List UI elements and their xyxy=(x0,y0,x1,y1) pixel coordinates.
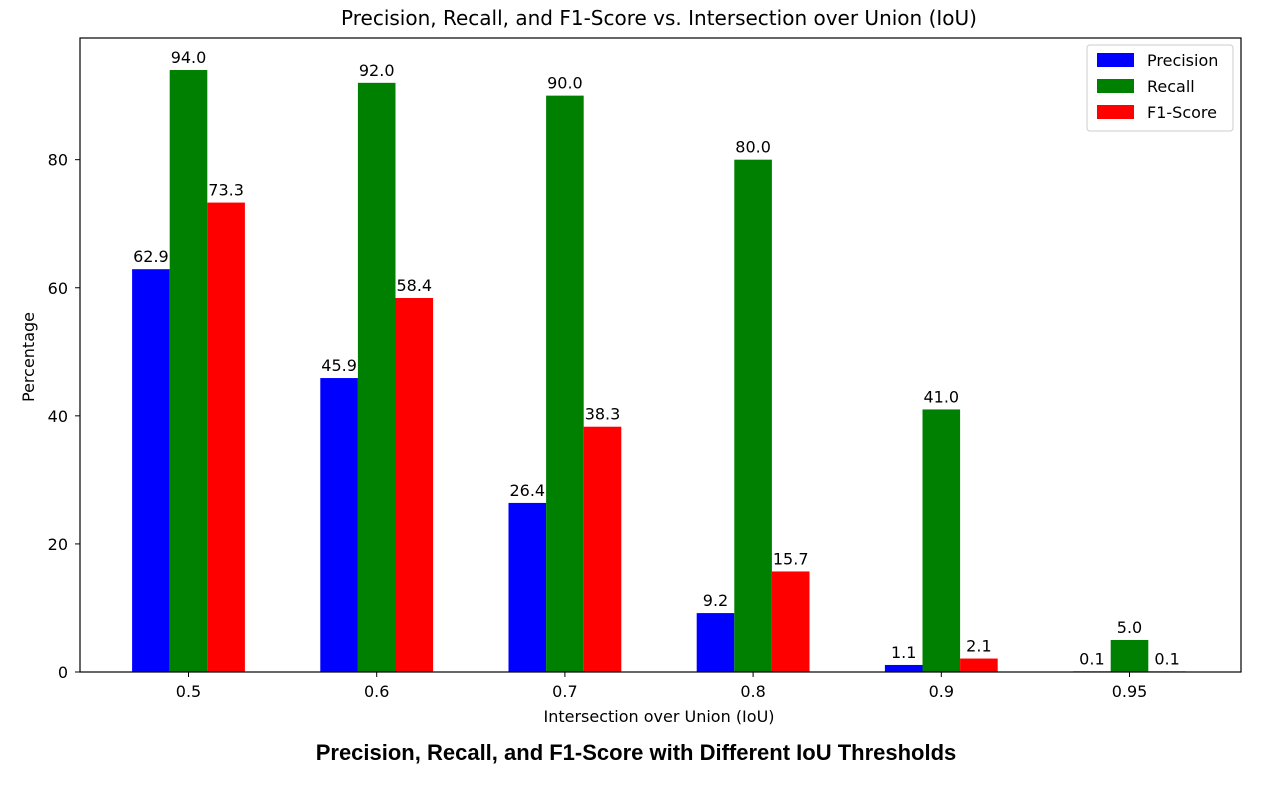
data-label: 5.0 xyxy=(1117,618,1142,637)
bar-recall-0.9 xyxy=(922,409,961,672)
data-label: 45.9 xyxy=(321,356,357,375)
bar-precision-0.6 xyxy=(320,378,358,672)
y-tick-label: 0 xyxy=(58,663,68,682)
x-tick-label: 0.5 xyxy=(176,682,201,701)
data-label: 0.1 xyxy=(1079,649,1104,668)
data-label: 58.4 xyxy=(396,276,432,295)
x-tick-label: 0.7 xyxy=(552,682,577,701)
data-label: 62.9 xyxy=(133,247,169,266)
bar-precision-0.8 xyxy=(696,613,735,672)
bar-f1-score-0.8 xyxy=(771,571,810,672)
bar-precision-0.9 xyxy=(884,664,923,672)
x-tick-label: 0.8 xyxy=(740,682,765,701)
bar-precision-0.7 xyxy=(508,502,547,672)
legend-label: Precision xyxy=(1147,51,1218,70)
data-label: 9.2 xyxy=(703,591,728,610)
y-tick-label: 60 xyxy=(48,279,68,298)
legend-swatch-f1-score xyxy=(1097,105,1134,119)
chart-title: Precision, Recall, and F1-Score vs. Inte… xyxy=(341,6,977,30)
bar-f1-score-0.9 xyxy=(960,658,998,672)
data-label: 90.0 xyxy=(547,74,583,93)
bar-recall-0.5 xyxy=(169,70,208,672)
legend-label: Recall xyxy=(1147,77,1195,96)
bar-recall-0.8 xyxy=(734,159,772,673)
legend-swatch-precision xyxy=(1097,53,1134,67)
plot-frame xyxy=(79,37,1242,673)
bar-recall-0.6 xyxy=(357,82,396,672)
data-label: 0.1 xyxy=(1154,649,1179,668)
data-label: 41.0 xyxy=(923,387,959,406)
bar-precision-0.5 xyxy=(132,269,170,672)
bar-recall-0.7 xyxy=(546,95,584,673)
data-label: 38.3 xyxy=(585,405,621,424)
data-label: 2.1 xyxy=(966,637,991,656)
data-label: 73.3 xyxy=(208,181,244,200)
bar-chart: Precision, Recall, and F1-Score vs. Inte… xyxy=(19,6,1242,726)
x-tick-label: 0.6 xyxy=(364,682,389,701)
data-label: 94.0 xyxy=(171,48,207,67)
legend-swatch-recall xyxy=(1097,79,1134,93)
bar-f1-score-0.5 xyxy=(207,202,245,672)
bar-f1-score-0.6 xyxy=(395,298,434,672)
bar-recall-0.95 xyxy=(1110,639,1149,672)
data-label: 80.0 xyxy=(735,138,771,157)
data-label: 92.0 xyxy=(359,61,395,80)
x-tick-label: 0.9 xyxy=(929,682,954,701)
data-label: 15.7 xyxy=(773,549,809,568)
bar-f1-score-0.7 xyxy=(583,426,622,672)
legend: Precision Recall F1-Score xyxy=(1086,44,1234,132)
data-label: 26.4 xyxy=(509,481,545,500)
data-label: 1.1 xyxy=(891,643,916,662)
x-tick-label: 0.95 xyxy=(1112,682,1148,701)
figure-caption: Precision, Recall, and F1-Score with Dif… xyxy=(315,740,957,765)
y-axis-label: Percentage xyxy=(19,312,38,402)
y-tick-label: 20 xyxy=(48,535,68,554)
y-tick-label: 80 xyxy=(48,151,68,170)
y-tick-label: 40 xyxy=(48,407,68,426)
legend-label: F1-Score xyxy=(1147,103,1217,122)
x-axis-label: Intersection over Union (IoU) xyxy=(543,707,774,726)
